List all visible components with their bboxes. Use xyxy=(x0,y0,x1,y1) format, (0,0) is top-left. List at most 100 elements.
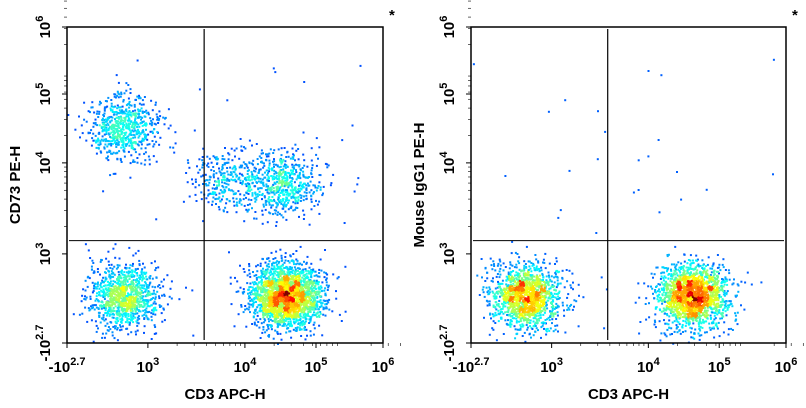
event-dot xyxy=(145,284,148,286)
event-dot xyxy=(308,297,311,300)
event-dot xyxy=(104,324,107,327)
event-dot xyxy=(118,298,120,301)
event-dot xyxy=(120,294,123,297)
event-dot xyxy=(280,154,283,157)
event-dot xyxy=(153,300,156,303)
event-dot xyxy=(275,221,278,224)
event-dot xyxy=(262,281,264,284)
event-dot xyxy=(156,118,159,121)
event-dot xyxy=(280,191,283,194)
event-dot xyxy=(254,309,257,312)
event-dot xyxy=(90,129,93,132)
event-dot xyxy=(261,285,264,288)
event-dot xyxy=(284,160,287,163)
event-dot xyxy=(222,172,225,175)
event-dot xyxy=(319,186,322,189)
event-dot xyxy=(217,177,220,180)
event-dot xyxy=(290,197,293,200)
event-dot xyxy=(292,209,295,212)
event-dot xyxy=(134,291,137,294)
event-dot xyxy=(259,310,262,313)
event-dot xyxy=(279,265,282,268)
event-dot xyxy=(134,141,137,144)
event-dot xyxy=(287,208,290,211)
event-dot xyxy=(320,290,323,293)
event-dot xyxy=(206,155,209,158)
event-dot xyxy=(329,184,332,187)
event-dot xyxy=(163,319,166,322)
event-dot xyxy=(269,283,272,286)
event-dot xyxy=(159,286,162,289)
event-dot xyxy=(298,271,301,274)
event-dot xyxy=(283,319,286,321)
event-dot xyxy=(287,182,290,185)
event-dot xyxy=(93,304,96,307)
event-dot xyxy=(146,278,149,281)
event-dot xyxy=(307,184,310,187)
event-dot xyxy=(103,129,106,132)
event-dot xyxy=(239,198,242,201)
event-dot xyxy=(112,275,115,278)
event-dot xyxy=(255,143,258,145)
event-dot xyxy=(299,194,302,197)
event-dot xyxy=(138,130,140,133)
event-dot xyxy=(109,126,112,129)
event-dot xyxy=(148,305,151,308)
event-dot xyxy=(101,117,104,120)
event-dot xyxy=(256,311,259,314)
event-dot xyxy=(314,186,317,189)
event-dot xyxy=(148,163,151,166)
event-dot xyxy=(119,300,122,303)
event-dot xyxy=(97,143,100,146)
event-dot xyxy=(140,107,143,110)
event-dot xyxy=(255,278,258,281)
event-dot xyxy=(116,264,119,267)
event-dot xyxy=(356,183,359,186)
event-dot xyxy=(129,275,132,278)
event-dot xyxy=(144,281,147,284)
event-dot xyxy=(319,258,322,261)
event-dot xyxy=(326,299,329,302)
event-dot xyxy=(163,123,166,126)
event-dot xyxy=(268,152,271,155)
event-dot xyxy=(323,289,326,292)
event-dot xyxy=(306,334,308,337)
event-dot xyxy=(303,328,306,331)
event-dot xyxy=(153,128,156,130)
event-dot xyxy=(300,270,303,273)
event-dot xyxy=(292,189,295,192)
event-dot xyxy=(302,295,305,297)
event-dot xyxy=(232,166,235,169)
event-dot xyxy=(318,272,321,274)
event-dot xyxy=(95,295,98,298)
event-dot xyxy=(268,293,271,296)
event-dot xyxy=(310,200,313,203)
event-dot xyxy=(273,265,276,268)
event-dot xyxy=(273,270,276,273)
event-dot xyxy=(127,141,130,144)
event-dot xyxy=(268,159,271,162)
event-dot xyxy=(248,286,251,289)
event-dot xyxy=(299,285,302,288)
event-dot xyxy=(278,260,281,263)
event-dot xyxy=(120,276,123,279)
event-dot xyxy=(142,130,145,133)
event-dot xyxy=(298,283,301,285)
event-dot xyxy=(97,132,100,135)
event-dot xyxy=(260,160,263,163)
event-dot xyxy=(246,173,249,175)
event-dot xyxy=(302,153,305,156)
event-dot xyxy=(324,287,327,290)
event-dot xyxy=(281,304,284,307)
event-dot xyxy=(109,287,112,290)
event-dot xyxy=(261,222,264,225)
event-dot xyxy=(264,171,266,174)
event-dot xyxy=(135,281,138,283)
event-dot xyxy=(140,270,143,272)
event-dot xyxy=(116,128,119,130)
event-dot xyxy=(259,187,262,190)
event-dot xyxy=(294,208,297,211)
event-dot xyxy=(145,112,148,115)
event-dot xyxy=(295,270,297,273)
event-dot xyxy=(119,293,122,296)
